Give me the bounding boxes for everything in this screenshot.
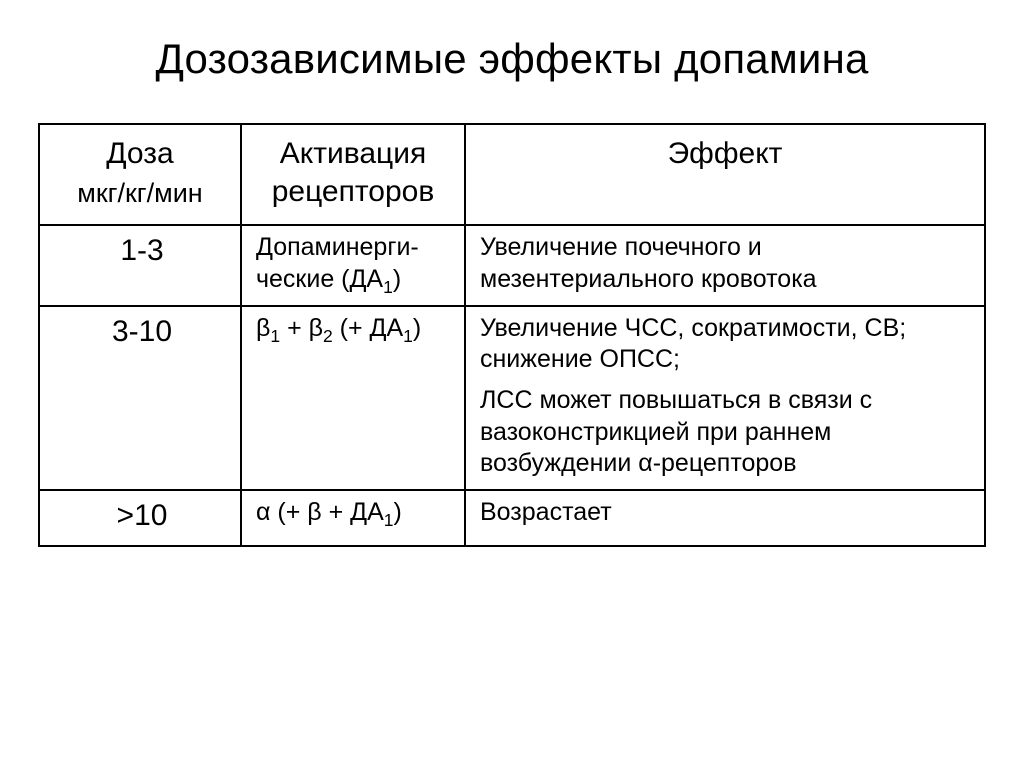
- cell-dose: 1-3: [39, 225, 241, 306]
- cell-effect: Увеличение почечного и мезентериального …: [465, 225, 985, 306]
- slide: Дозозависимые эффекты допамина Доза мкг/…: [0, 0, 1024, 768]
- page-title: Дозозависимые эффекты допамина: [38, 35, 986, 83]
- effects-table: Доза мкг/кг/мин Активация рецепторов Эфф…: [38, 123, 986, 547]
- header-effect: Эффект: [465, 124, 985, 225]
- table-row: 1-3 Допаминерги-ческие (ДА1) Увеличение …: [39, 225, 985, 306]
- header-dose-line1: Доза: [106, 137, 173, 170]
- header-dose: Доза мкг/кг/мин: [39, 124, 241, 225]
- cell-activation: β1 + β2 (+ ДА1): [241, 306, 465, 490]
- cell-dose: >10: [39, 490, 241, 546]
- cell-effect: Возрастает: [465, 490, 985, 546]
- cell-activation: Допаминерги-ческие (ДА1): [241, 225, 465, 306]
- header-dose-line2: мкг/кг/мин: [48, 177, 232, 211]
- cell-activation: α (+ β + ДА1): [241, 490, 465, 546]
- cell-effect: Увеличение ЧСС, сократимости, СВ; снижен…: [465, 306, 985, 490]
- table-row: >10 α (+ β + ДА1) Возрастает: [39, 490, 985, 546]
- cell-dose: 3-10: [39, 306, 241, 490]
- header-activation: Активация рецепторов: [241, 124, 465, 225]
- table-header-row: Доза мкг/кг/мин Активация рецепторов Эфф…: [39, 124, 985, 225]
- table-row: 3-10 β1 + β2 (+ ДА1) Увеличение ЧСС, сок…: [39, 306, 985, 490]
